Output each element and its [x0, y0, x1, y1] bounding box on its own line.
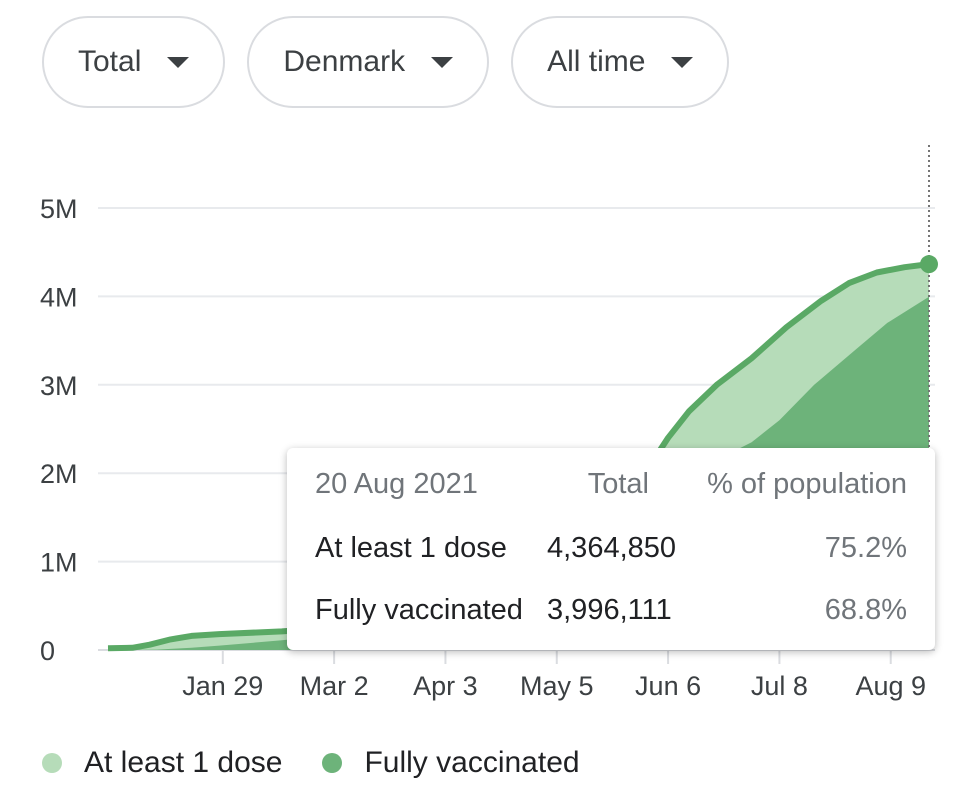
- tooltip-date: 20 Aug 2021: [315, 468, 478, 500]
- chart-legend: At least 1 dose Fully vaccinated: [42, 746, 620, 780]
- y-tick-label: 0: [40, 636, 55, 666]
- country-dropdown[interactable]: Denmark: [247, 16, 490, 108]
- x-tick-label: Apr 3: [413, 671, 478, 701]
- y-tick-label: 2M: [40, 459, 78, 489]
- legend-label: Fully vaccinated: [364, 746, 580, 779]
- chart-tooltip: 20 Aug 2021 Total % of population At lea…: [287, 448, 935, 650]
- metric-dropdown-label: Total: [78, 45, 142, 78]
- x-axis: Jan 29 Mar 2 Apr 3 May 5 Jun 6 Jul 8 Aug 9: [182, 650, 926, 701]
- time-range-dropdown-label: All time: [547, 45, 646, 78]
- cursor-point: [920, 255, 938, 274]
- legend-item-first-dose[interactable]: At least 1 dose: [42, 746, 282, 780]
- filter-bar: Total Denmark All time: [42, 16, 751, 108]
- country-dropdown-label: Denmark: [283, 45, 406, 78]
- y-tick-label: 1M: [40, 548, 78, 578]
- x-tick-label: Jun 6: [635, 671, 701, 701]
- tooltip-col-total: Total: [587, 468, 649, 500]
- time-range-dropdown[interactable]: All time: [511, 16, 730, 108]
- x-tick-label: May 5: [520, 671, 594, 701]
- tooltip-pct: 75.2%: [824, 532, 907, 564]
- y-tick-label: 5M: [40, 194, 78, 224]
- y-axis: 0 1M 2M 3M 4M 5M: [40, 194, 78, 666]
- tooltip-total: 3,996,111: [547, 594, 672, 626]
- tooltip-total: 4,364,850: [547, 532, 677, 564]
- x-tick-label: Jan 29: [182, 671, 263, 701]
- x-tick-label: Aug 9: [855, 671, 926, 701]
- y-tick-label: 3M: [40, 371, 78, 401]
- legend-dot-first-dose: [42, 753, 62, 773]
- legend-dot-fully: [322, 753, 343, 773]
- y-tick-label: 4M: [40, 282, 78, 312]
- legend-item-fully[interactable]: Fully vaccinated: [322, 746, 580, 780]
- legend-label: At least 1 dose: [84, 746, 283, 779]
- tooltip-col-pct: % of population: [707, 468, 907, 500]
- caret-down-icon: [431, 56, 454, 68]
- x-tick-label: Jul 8: [751, 671, 808, 701]
- caret-down-icon: [671, 56, 694, 68]
- tooltip-label: Fully vaccinated: [315, 594, 523, 626]
- x-tick-label: Mar 2: [300, 671, 369, 701]
- tooltip-pct: 68.8%: [824, 594, 907, 626]
- tooltip-label: At least 1 dose: [315, 532, 507, 564]
- metric-dropdown[interactable]: Total: [42, 16, 226, 108]
- caret-down-icon: [167, 56, 190, 68]
